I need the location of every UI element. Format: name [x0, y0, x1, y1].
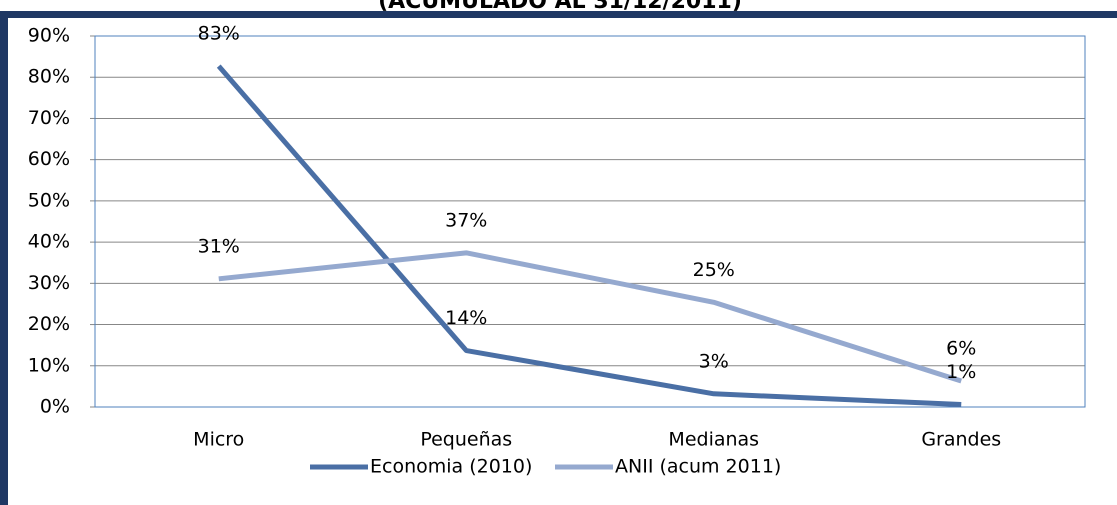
chart-title: (ACUMULADO AL 31/12/2011) — [378, 0, 742, 14]
y-tick-label: 20% — [28, 313, 70, 335]
y-tick-label: 60% — [28, 148, 70, 170]
frame-top — [0, 11, 1117, 18]
y-tick-label: 80% — [28, 66, 70, 88]
data-label: 14% — [445, 307, 487, 329]
y-tick-label: 30% — [28, 272, 70, 294]
y-tick-label: 50% — [28, 189, 70, 211]
x-tick-label: Micro — [193, 429, 244, 451]
data-label: 25% — [693, 259, 735, 281]
y-tick-label: 10% — [28, 354, 70, 376]
data-label: 1% — [946, 361, 976, 383]
data-label: 37% — [445, 209, 487, 231]
x-tick-label: Pequeñas — [420, 429, 512, 451]
y-tick-label: 70% — [28, 107, 70, 129]
frame-left — [0, 11, 8, 505]
series-line — [218, 250, 963, 384]
y-tick-label: 40% — [28, 231, 70, 253]
data-label: 83% — [198, 23, 240, 45]
x-tick-label: Grandes — [921, 429, 1001, 451]
legend-label: ANII (acum 2011) — [615, 456, 781, 478]
legend-label: Economia (2010) — [370, 456, 532, 478]
plot-border — [94, 35, 1086, 408]
y-tick-label: 0% — [40, 396, 70, 418]
data-label: 6% — [946, 338, 976, 360]
x-tick-label: Medianas — [668, 429, 759, 451]
y-tick-label: 90% — [28, 25, 70, 47]
series-line — [216, 64, 962, 408]
data-label: 3% — [699, 350, 729, 372]
data-label: 31% — [198, 235, 240, 257]
